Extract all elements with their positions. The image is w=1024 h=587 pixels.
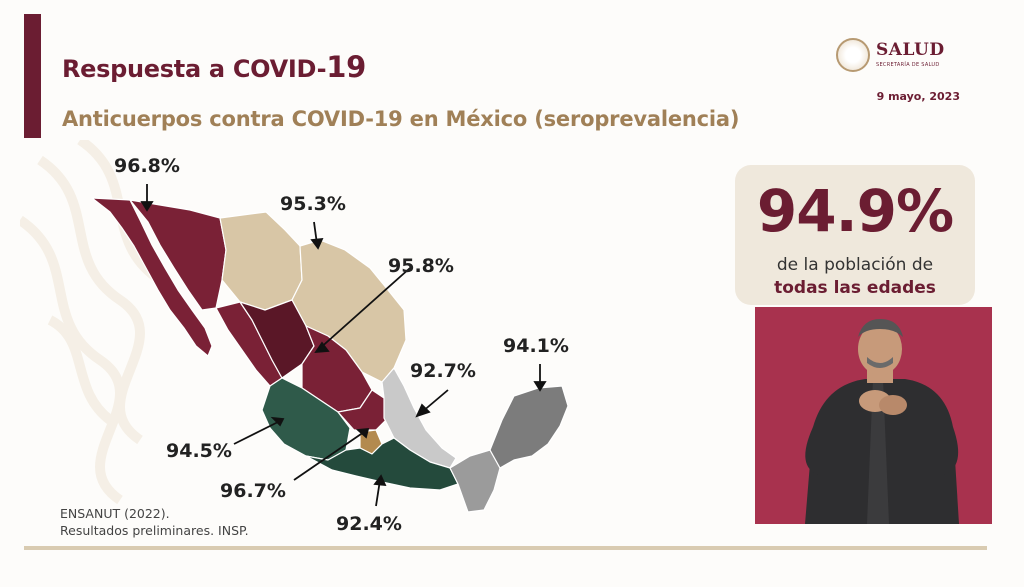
title-number: 19	[326, 50, 367, 84]
logo-name: SALUD	[876, 40, 945, 60]
source-line1: ENSANUT (2022).	[60, 506, 170, 521]
region-east-central	[381, 367, 457, 469]
label-yucatan: 94.1%	[503, 335, 569, 357]
page-subtitle: Anticuerpos contra COVID-19 en México (s…	[62, 107, 740, 131]
map-svg	[91, 184, 569, 513]
logo-subtitle: SECRETARÍA DE SALUD	[876, 62, 940, 68]
date: 9 mayo, 2023	[876, 90, 960, 103]
title-main: Respuesta a COVID-	[62, 55, 327, 83]
seal-icon	[836, 38, 870, 72]
region-sonora	[129, 199, 227, 311]
bottom-divider	[24, 546, 987, 550]
page-title: Respuesta a COVID-19	[62, 50, 366, 84]
stat-card: 94.9% de la población de todas las edade…	[735, 165, 975, 305]
label-baja-california: 96.8%	[114, 155, 180, 177]
region-south	[305, 437, 459, 491]
source-note: ENSANUT (2022). Resultados preliminares.…	[60, 505, 249, 539]
label-chihuahua: 95.3%	[280, 193, 346, 215]
region-yucatan	[489, 385, 569, 469]
label-durango: 95.8%	[388, 255, 454, 277]
source-line2: Resultados preliminares. INSP.	[60, 523, 249, 538]
interpreter-figure	[755, 307, 992, 524]
label-oaxaca: 92.4%	[336, 513, 402, 535]
stat-value: 94.9%	[756, 177, 954, 245]
salud-logo: SALUD SECRETARÍA DE SALUD	[836, 38, 966, 78]
region-southeast	[449, 449, 501, 513]
stat-line1: de la población de	[776, 255, 934, 275]
accent-bar	[24, 14, 41, 138]
label-jalisco: 94.5%	[166, 440, 232, 462]
region-chihuahua	[219, 211, 303, 311]
mexico-map: 96.8% 95.3% 95.8% 92.7% 94.1% 94.5% 96.7…	[70, 150, 590, 540]
interpreter-video	[755, 307, 992, 524]
label-cdmx: 96.7%	[220, 480, 286, 502]
label-hidalgo: 92.7%	[410, 360, 476, 382]
stat-line2: todas las edades	[774, 278, 936, 298]
region-baja	[91, 197, 213, 357]
